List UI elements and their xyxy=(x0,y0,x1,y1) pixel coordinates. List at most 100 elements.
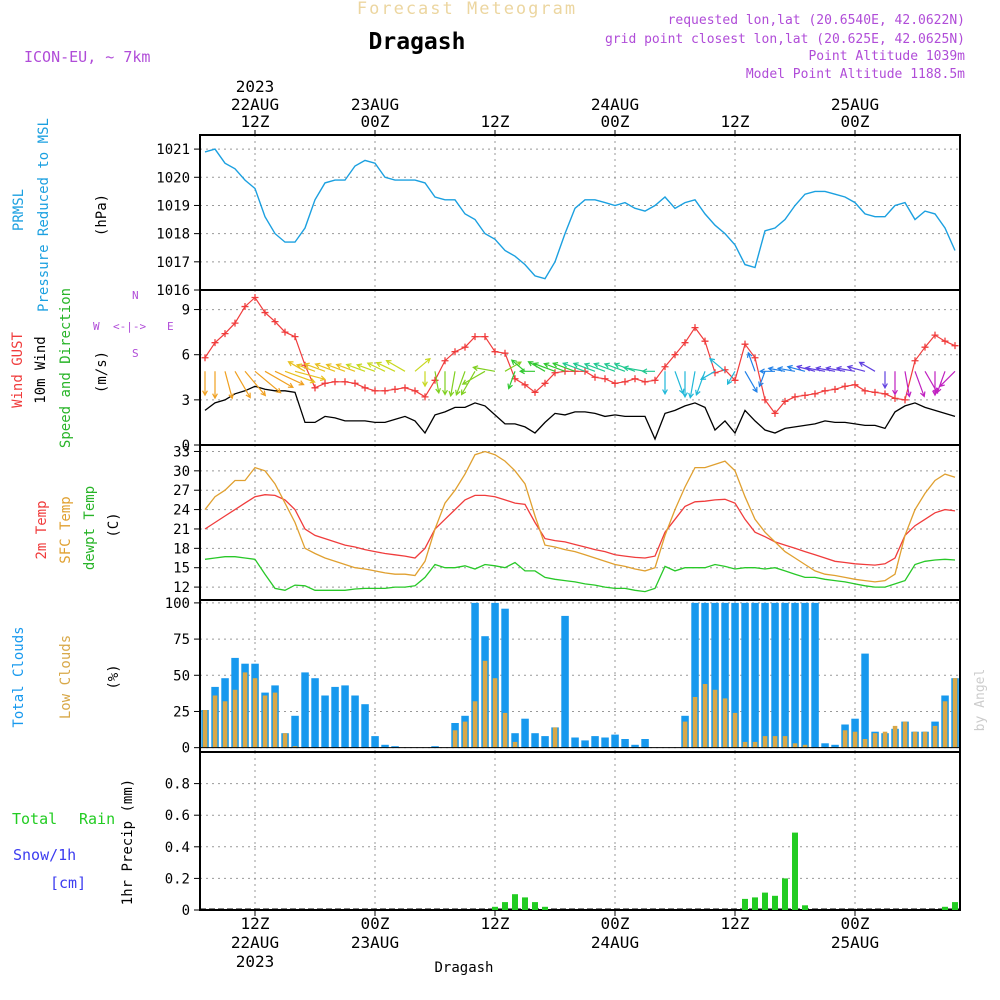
rain-bar xyxy=(802,905,808,910)
low-cloud-bar xyxy=(942,701,948,748)
cloud-labels: Total Clouds Low Clouds (%) xyxy=(11,626,122,727)
wind-gust-marker xyxy=(481,333,489,341)
wind-arrow xyxy=(572,362,596,372)
wind-arrow xyxy=(593,362,616,372)
wind-arrow xyxy=(448,371,456,398)
temp-frame xyxy=(199,444,961,601)
wind-gust-marker xyxy=(341,378,349,386)
wind-arrow xyxy=(726,370,736,386)
total-cloud-bar xyxy=(561,615,569,748)
wind-arrow xyxy=(366,362,386,372)
wind-arrow xyxy=(914,371,926,398)
wind-gust-marker xyxy=(651,376,659,384)
wind-arrow xyxy=(776,366,796,372)
total-cloud-bar xyxy=(771,602,779,748)
wind-arrow xyxy=(904,371,912,398)
low-cloud-bar xyxy=(282,733,288,748)
top-tick-date: 24AUG xyxy=(591,95,639,114)
wind-gust-marker xyxy=(691,324,699,332)
clouds-ytick-label: 100 xyxy=(165,596,190,612)
wind-gust-marker xyxy=(501,349,509,357)
wind-gust-marker xyxy=(781,397,789,405)
precip-axis-label: 1hr Precip (mm) xyxy=(120,779,136,905)
wind-ytick-label: 0 xyxy=(182,438,190,454)
bottom-tick-hour: 00Z xyxy=(841,914,870,933)
wind-gust-marker xyxy=(231,319,239,327)
total-cloud-bar xyxy=(321,695,329,748)
hpa-unit-label: (hPa) xyxy=(94,194,110,236)
pressure-panel: 1016 1017 1018 1019 1020 1021 xyxy=(156,134,961,299)
rain-bar xyxy=(532,902,538,910)
wind-gust-marker xyxy=(391,385,399,393)
top-tick-date: 23AUG xyxy=(351,95,399,114)
compass-cross: <-|-> xyxy=(113,320,146,333)
model-altitude: Model Point Altitude 1188.5m xyxy=(746,67,965,82)
wind-arrow xyxy=(442,371,448,396)
wind-gust-marker xyxy=(871,388,879,396)
wind-arrow xyxy=(746,351,756,372)
model-label: ICON-EU, ~ 7km xyxy=(24,48,150,66)
wind-arrow xyxy=(924,370,939,394)
percent-unit-label: (%) xyxy=(106,664,122,689)
low-cloud-bar xyxy=(892,725,898,748)
wind-arrow xyxy=(700,370,716,380)
wind-gust-marker xyxy=(381,387,389,395)
pressure-ytick-label: 1017 xyxy=(156,255,190,271)
wind-gust-marker xyxy=(451,348,459,356)
pressure-ytick-label: 1020 xyxy=(156,170,190,186)
low-cloud-bar xyxy=(732,712,738,748)
wind-gust-marker xyxy=(421,393,429,401)
wind-gust-marker xyxy=(861,387,869,395)
wind-arrow xyxy=(355,363,376,372)
wind-labels: Wind GUST 10m Wind Speed and Direction (… xyxy=(10,288,110,448)
total-cloud-bar xyxy=(591,736,599,748)
wind-arrow xyxy=(562,362,586,372)
clouds-ytick-label: 75 xyxy=(173,632,190,648)
rain-bar xyxy=(752,897,758,910)
wind-arrow xyxy=(939,370,956,388)
total-cloud-bar xyxy=(581,740,589,748)
wind-gust-marker xyxy=(951,342,959,350)
wind-gust-marker xyxy=(531,388,539,396)
top-tick-hour: 12Z xyxy=(481,112,510,131)
compass-south: S xyxy=(132,347,139,360)
low-cloud-bar xyxy=(912,731,918,748)
snow-label: Snow/1h xyxy=(13,846,76,864)
rain-bar xyxy=(792,832,798,910)
wind-arrow xyxy=(303,362,326,372)
point-altitude: Point Altitude 1039m xyxy=(808,49,965,64)
wind-gust-marker xyxy=(291,333,299,341)
low-cloud-bar xyxy=(702,684,708,748)
clouds-ytick-label: 25 xyxy=(173,704,190,720)
product-title: Forecast Meteogram xyxy=(357,0,577,19)
low-cloud-bar xyxy=(692,697,698,748)
wind-arrow xyxy=(846,364,866,372)
wind-gust-marker xyxy=(921,343,929,351)
total-clouds-label: Total Clouds xyxy=(11,626,27,727)
wind-gust-marker xyxy=(251,294,259,302)
total-cloud-bar xyxy=(601,737,609,748)
wind-speed-dir-label: Speed and Direction xyxy=(58,288,74,448)
total-cloud-bar xyxy=(621,739,629,748)
total-cloud-bar xyxy=(301,672,309,748)
total-cloud-bar xyxy=(611,734,619,748)
wind-gust-marker xyxy=(371,387,379,395)
wind-gust-marker xyxy=(611,379,619,387)
total-cloud-bar xyxy=(391,746,399,748)
compass-east: E xyxy=(167,320,174,333)
pressure-ytick-label: 1019 xyxy=(156,198,190,214)
wind-arrow xyxy=(295,363,316,372)
wind-gust-marker xyxy=(821,387,829,395)
total-cloud-bar xyxy=(381,744,389,748)
wind-gust-marker xyxy=(761,396,769,404)
low-cloud-bar xyxy=(252,678,258,748)
celsius-unit-label: (C) xyxy=(106,512,122,537)
wind-arrow xyxy=(507,371,516,390)
total-cloud-bar xyxy=(701,602,709,748)
credit-watermark: by Angel xyxy=(973,669,988,732)
total-cloud-bar xyxy=(361,704,369,748)
pressure-line xyxy=(204,148,956,280)
precip-ytick-label: 0 xyxy=(182,903,190,919)
rain-bar xyxy=(512,894,518,910)
